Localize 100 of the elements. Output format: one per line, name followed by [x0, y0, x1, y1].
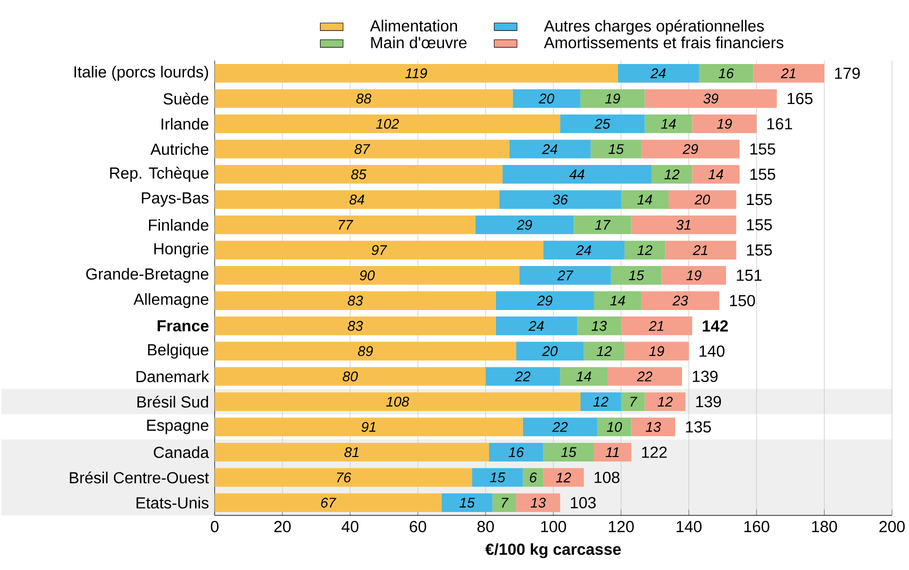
bar	[644, 392, 686, 411]
data-label: 23	[672, 296, 688, 306]
data-label: 24	[542, 144, 558, 154]
y-tick-label: Allemagne	[133, 293, 208, 308]
data-label: 84	[350, 194, 364, 205]
x-tick-label: 100	[541, 520, 566, 532]
data-label: 19	[686, 270, 702, 280]
data-label: 22	[514, 372, 530, 382]
data-label: 15	[561, 447, 576, 458]
total-label: 161	[767, 118, 792, 130]
data-label: 20	[538, 94, 554, 104]
bar	[621, 316, 692, 336]
bar	[665, 240, 736, 260]
bar	[580, 392, 622, 411]
data-label: 76	[337, 472, 352, 482]
total-label: 165	[788, 92, 812, 104]
data-label: 12	[556, 472, 572, 482]
data-label: 22	[552, 422, 568, 432]
bar	[560, 114, 645, 134]
data-label: 14	[576, 372, 592, 382]
x-tick-label: 120	[608, 520, 634, 532]
data-label: 7	[502, 498, 509, 508]
bar	[584, 342, 624, 360]
bar	[486, 367, 560, 386]
total-label: 108	[594, 472, 620, 484]
data-label: 29	[516, 220, 532, 230]
x-tick-label: 60	[410, 520, 426, 532]
bar	[753, 64, 824, 83]
data-label: 16	[718, 68, 734, 78]
data-label: 22	[636, 372, 652, 382]
bar	[580, 89, 645, 108]
data-label: 89	[358, 346, 373, 356]
data-label: 10	[606, 422, 622, 432]
bar	[597, 418, 632, 436]
bar	[214, 190, 500, 209]
y-tick-label: France	[158, 320, 209, 332]
bar	[644, 89, 777, 108]
total-label: 179	[835, 68, 860, 79]
data-label: 14	[661, 118, 676, 129]
data-label: 13	[530, 498, 546, 508]
bar	[641, 291, 720, 310]
data-label: 13	[592, 320, 607, 331]
data-label: 88	[356, 94, 372, 104]
data-label: 12	[658, 396, 673, 407]
total-label: 122	[642, 446, 667, 458]
y-tick-label: Espagne	[147, 420, 208, 434]
bar	[522, 468, 544, 487]
total-label: 135	[686, 421, 711, 433]
data-label: 24	[576, 245, 592, 255]
legend-label: Autres charges opérationnelles	[544, 20, 764, 35]
bar	[488, 442, 544, 462]
y-tick-label: Brésil Sud	[137, 396, 208, 408]
data-label: 14	[708, 170, 724, 180]
data-label: 39	[703, 94, 718, 104]
y-tick-label: Hongrie	[154, 242, 208, 258]
bar	[214, 316, 496, 336]
y-tick-label: Autriche	[150, 143, 208, 155]
bar	[214, 89, 513, 108]
data-label: 85	[351, 169, 366, 180]
bar	[214, 64, 618, 83]
data-label: 24	[528, 321, 544, 331]
bar	[631, 216, 736, 234]
data-label: 31	[676, 220, 690, 230]
total-label: 142	[702, 320, 728, 332]
bar	[214, 164, 503, 184]
data-label: 108	[386, 396, 410, 407]
bar	[590, 140, 642, 158]
data-label: 12	[664, 169, 680, 180]
y-tick-label: Brésil Centre-Ouest	[70, 471, 209, 484]
data-label: 25	[594, 118, 610, 129]
bar	[543, 468, 584, 487]
bar	[214, 240, 544, 260]
y-tick-label: Italie (porcs lourds)	[74, 66, 208, 81]
data-label: 12	[637, 245, 652, 255]
total-label: 150	[730, 294, 755, 306]
data-label: 13	[646, 422, 661, 432]
bar	[574, 216, 632, 234]
data-label: 17	[595, 220, 611, 230]
bar	[522, 418, 598, 436]
bar	[214, 140, 510, 158]
bar	[214, 442, 489, 462]
data-label: 12	[596, 346, 612, 356]
x-axis-title: €/100 kg carcasse	[485, 543, 621, 558]
data-label: 97	[372, 245, 388, 256]
data-label: 90	[360, 270, 375, 280]
data-label: 12	[593, 396, 608, 407]
bar	[560, 367, 608, 386]
data-label: 102	[376, 118, 399, 129]
data-label: 36	[552, 194, 568, 205]
data-label: 91	[361, 422, 376, 432]
data-label: 19	[649, 346, 664, 356]
data-label: 21	[692, 245, 708, 255]
data-label: 14	[637, 194, 652, 204]
bar	[512, 89, 580, 108]
bar	[621, 392, 645, 411]
data-label: 24	[650, 68, 666, 78]
data-label: 19	[605, 94, 620, 104]
data-label: 7	[630, 396, 638, 406]
total-label: 155	[747, 194, 772, 206]
bar	[577, 316, 622, 336]
